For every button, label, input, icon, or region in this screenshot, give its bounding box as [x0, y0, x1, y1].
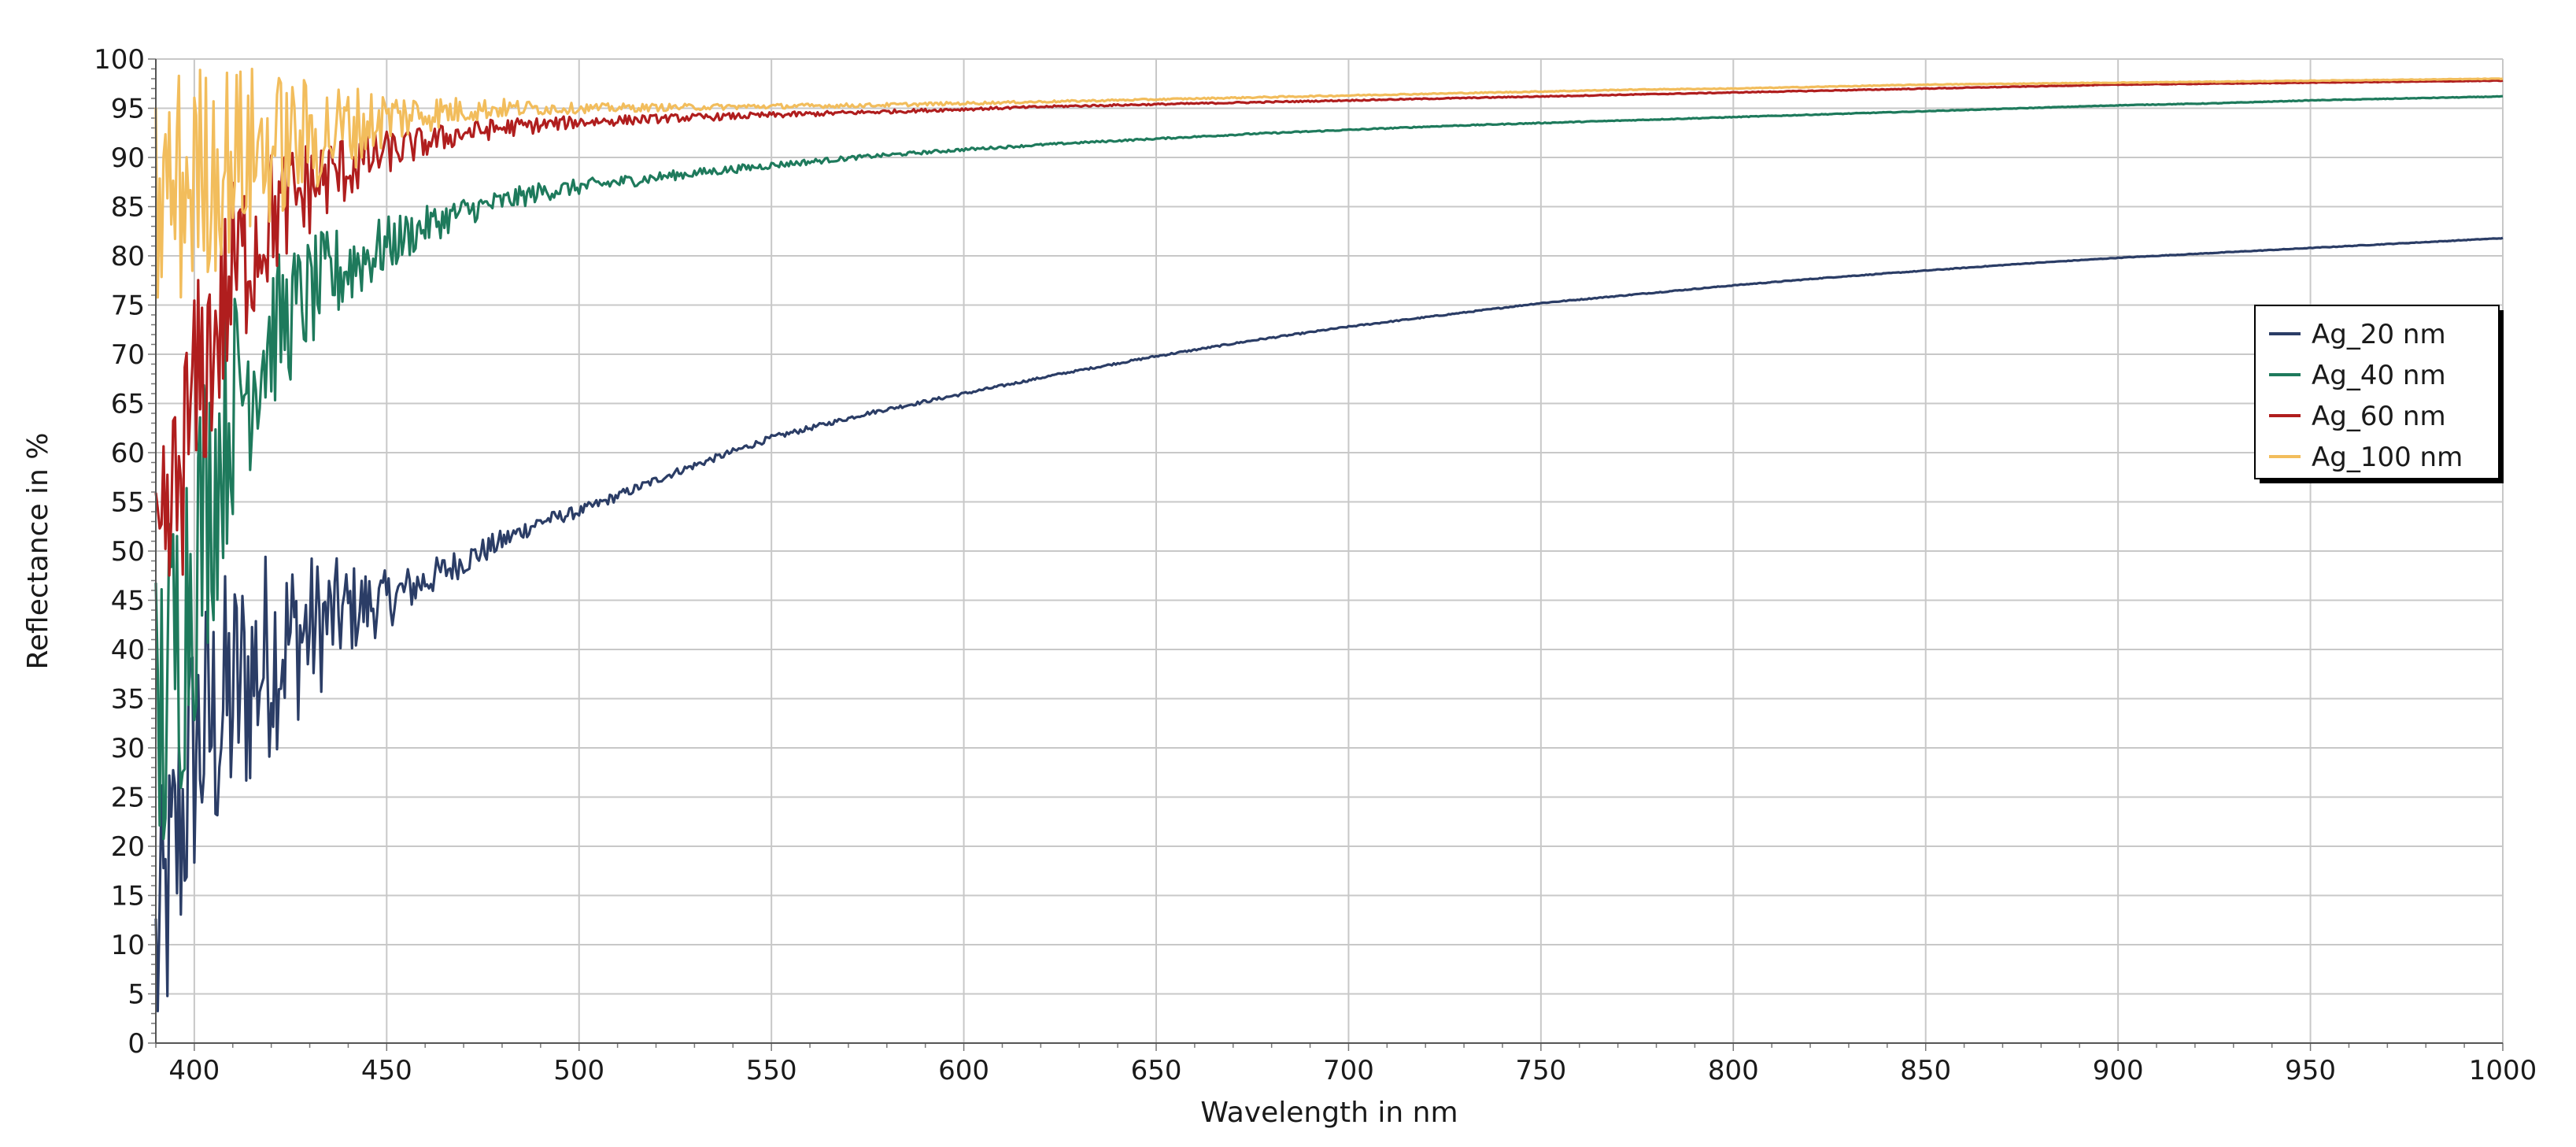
x-tick-labels: 400 450 500 550 600 650 700 750 800 850 900 950 1000 — [168, 1055, 2537, 1086]
y-tick-label: 45 — [111, 586, 145, 617]
y-tick-label: 0 — [128, 1028, 145, 1060]
y-tick-label: 5 — [128, 979, 145, 1011]
x-tick-label: 800 — [1708, 1055, 1759, 1086]
y-tick-labels: 0 5 10 15 20 25 30 35 40 45 50 55 60 65 70 75 80 85 90 95 10… — [94, 44, 145, 1060]
legend-label: Ag_20 nm — [2312, 319, 2446, 350]
legend-label: Ag_100 nm — [2312, 442, 2463, 473]
x-tick-label: 650 — [1131, 1055, 1182, 1086]
series-line — [154, 79, 2504, 577]
x-tick-label: 950 — [2285, 1055, 2336, 1086]
series-line — [154, 94, 2504, 841]
x-tick-label: 600 — [938, 1055, 989, 1086]
y-tick-label: 85 — [111, 192, 145, 224]
y-tick-label: 90 — [111, 142, 145, 174]
y-tick-label: 60 — [111, 438, 145, 469]
y-tick-label: 15 — [111, 881, 145, 912]
x-tick-label: 450 — [361, 1055, 412, 1086]
legend-label: Ag_60 nm — [2312, 401, 2446, 432]
y-tick-label: 50 — [111, 536, 145, 568]
y-tick-label: 75 — [111, 290, 145, 322]
x-tick-label: 500 — [553, 1055, 604, 1086]
y-axis-title: Reflectance in % — [22, 432, 54, 669]
series-line — [154, 236, 2504, 1012]
y-tick-label: 35 — [111, 684, 145, 716]
x-tick-label: 700 — [1323, 1055, 1374, 1086]
series-layer — [154, 68, 2504, 1012]
y-tick-label: 25 — [111, 783, 145, 814]
series-line — [154, 68, 2504, 299]
y-tick-label: 70 — [111, 339, 145, 371]
x-tick-label: 850 — [1900, 1055, 1951, 1086]
legend-label: Ag_40 nm — [2312, 360, 2446, 391]
y-tick-label: 55 — [111, 487, 145, 519]
x-tick-label: 750 — [1515, 1055, 1566, 1086]
y-tick-label: 30 — [111, 733, 145, 764]
grid-lines — [156, 58, 2504, 1044]
y-tick-label: 40 — [111, 635, 145, 666]
x-tick-label: 900 — [2093, 1055, 2144, 1086]
x-axis-title: Wavelength in nm — [1200, 1097, 1458, 1129]
x-tick-label: 400 — [168, 1055, 220, 1086]
y-tick-label: 20 — [111, 831, 145, 863]
x-tick-label: 550 — [746, 1055, 797, 1086]
minor-ticks — [148, 58, 2504, 1051]
y-tick-label: 10 — [111, 930, 145, 961]
y-tick-label: 80 — [111, 241, 145, 272]
y-tick-label: 65 — [111, 389, 145, 420]
x-tick-label: 1000 — [2469, 1055, 2537, 1086]
y-tick-label: 95 — [111, 94, 145, 125]
legend: Ag_20 nm Ag_40 nm Ag_60 nm Ag_100 nm — [2254, 305, 2504, 483]
y-tick-label: 100 — [94, 44, 145, 76]
